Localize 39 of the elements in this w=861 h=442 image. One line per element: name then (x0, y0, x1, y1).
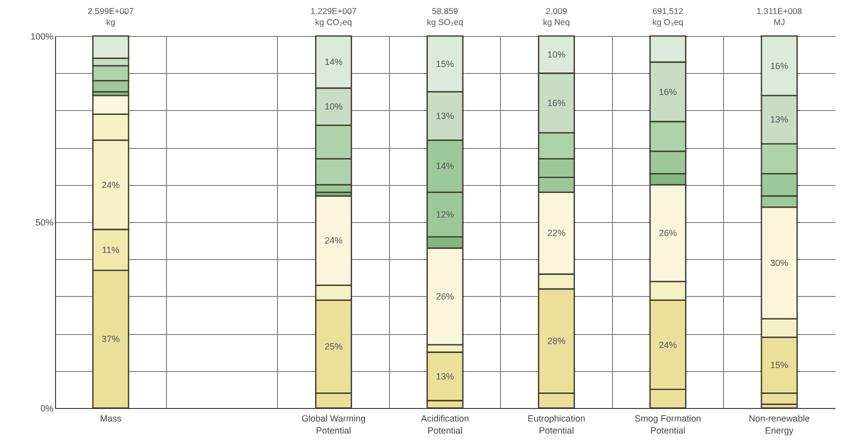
x-tick-label: Mass (100, 414, 122, 424)
x-tick-label: Global Warming Potential (301, 414, 366, 436)
y-tick-label: 50% (35, 218, 54, 228)
data-label: 28% (547, 336, 566, 346)
data-label: 16% (658, 86, 677, 97)
x-tick-label: Acidification Potential (420, 414, 470, 436)
y-tick-label: 0% (40, 404, 54, 414)
data-label: 14% (324, 57, 343, 68)
data-label: 10% (547, 50, 566, 60)
data-label: 13% (436, 371, 454, 382)
annotation: 2,009 kg Neq (542, 6, 570, 27)
y-tick-label: 100% (30, 32, 54, 42)
data-label: 15% (436, 58, 454, 69)
data-label: 26% (658, 228, 677, 238)
data-label: 13% (770, 114, 788, 125)
annotation: 58,859 kg SO₂eq (426, 6, 464, 27)
data-label: 26% (436, 291, 454, 302)
annotation: 691,512 kg O₃eq (652, 6, 684, 27)
x-tick-label: Non-renewable Energy (748, 414, 810, 436)
x-tick-label: Eutrophication Potential (528, 414, 586, 436)
annotation: 1.229E+007 kg CO₂eq (310, 6, 357, 27)
data-label: 10% (324, 102, 343, 112)
data-label: 37% (102, 334, 120, 344)
annotation: 2.599E+007 kg (88, 6, 134, 27)
data-label: 24% (102, 180, 120, 190)
data-label: 24% (324, 236, 343, 246)
data-label: 13% (436, 110, 454, 121)
data-label: 16% (547, 98, 566, 108)
data-label: 12% (436, 210, 454, 220)
data-label: 24% (658, 340, 677, 350)
data-label: 30% (770, 258, 788, 268)
annotation: 1.311E+008 MJ (756, 6, 802, 27)
data-label: 22% (547, 228, 566, 238)
data-label: 25% (324, 342, 343, 352)
data-label: 15% (770, 360, 788, 370)
data-label: 16% (770, 60, 788, 71)
x-tick-label: Smog Formation Potential (634, 414, 702, 436)
data-label: 14% (436, 161, 454, 172)
data-label: 11% (102, 244, 120, 255)
